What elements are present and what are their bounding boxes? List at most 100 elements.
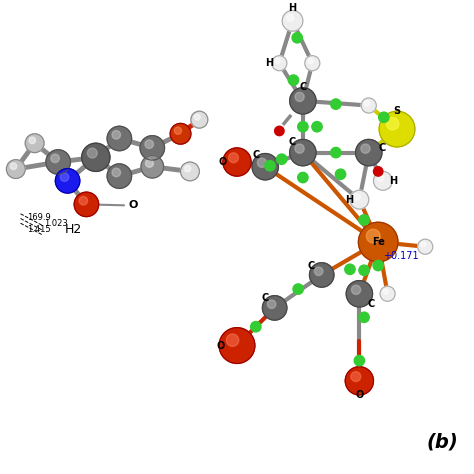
Circle shape [310, 263, 334, 287]
Circle shape [312, 121, 322, 132]
Circle shape [274, 126, 284, 136]
Circle shape [263, 296, 287, 320]
Circle shape [288, 75, 299, 85]
Circle shape [361, 98, 376, 113]
Circle shape [421, 242, 426, 247]
Circle shape [331, 147, 341, 158]
Circle shape [361, 144, 370, 153]
Circle shape [346, 281, 373, 307]
Circle shape [354, 356, 365, 366]
Text: C: C [378, 143, 385, 153]
Text: H: H [345, 195, 353, 205]
Circle shape [29, 137, 36, 144]
Circle shape [356, 139, 382, 166]
Circle shape [282, 10, 303, 31]
Circle shape [140, 136, 164, 160]
Circle shape [170, 123, 191, 144]
Circle shape [295, 92, 304, 101]
Circle shape [112, 130, 120, 139]
Circle shape [350, 190, 369, 209]
Circle shape [305, 55, 320, 71]
Text: H: H [289, 3, 297, 13]
Text: C: C [308, 261, 315, 271]
Circle shape [380, 286, 395, 301]
Circle shape [25, 134, 44, 153]
Circle shape [351, 285, 361, 294]
Circle shape [298, 173, 308, 182]
Circle shape [374, 167, 383, 176]
Circle shape [223, 148, 251, 176]
Circle shape [275, 58, 280, 64]
Circle shape [373, 260, 383, 271]
Circle shape [386, 118, 399, 130]
Circle shape [194, 114, 200, 120]
Circle shape [51, 154, 59, 163]
Text: 1.415: 1.415 [27, 225, 51, 234]
Circle shape [55, 169, 80, 193]
Circle shape [359, 312, 369, 322]
Circle shape [272, 55, 287, 71]
Circle shape [366, 229, 380, 243]
Text: 1.023: 1.023 [44, 219, 68, 228]
Circle shape [418, 239, 433, 254]
Circle shape [46, 150, 71, 174]
Circle shape [252, 154, 278, 180]
Text: O: O [217, 340, 225, 351]
Circle shape [295, 144, 304, 153]
Text: H: H [389, 176, 397, 186]
Circle shape [228, 153, 238, 163]
Circle shape [79, 196, 88, 205]
Circle shape [267, 300, 276, 309]
Circle shape [74, 192, 99, 217]
Text: C: C [299, 82, 307, 91]
Circle shape [10, 163, 17, 170]
Text: S: S [393, 106, 401, 116]
Circle shape [379, 111, 415, 147]
Circle shape [226, 334, 239, 346]
Circle shape [308, 58, 313, 64]
Text: H: H [265, 58, 273, 68]
Circle shape [286, 14, 293, 21]
Text: C: C [252, 150, 259, 160]
Circle shape [107, 126, 132, 151]
Circle shape [219, 328, 255, 364]
Circle shape [351, 372, 361, 382]
Circle shape [290, 88, 316, 114]
Circle shape [290, 139, 316, 166]
Circle shape [191, 111, 208, 128]
Text: C: C [262, 292, 269, 302]
Circle shape [174, 127, 182, 134]
Circle shape [354, 193, 360, 200]
Circle shape [345, 367, 374, 395]
Circle shape [336, 169, 346, 180]
Circle shape [292, 33, 302, 43]
Text: O: O [355, 390, 364, 400]
Text: C: C [289, 137, 296, 147]
Circle shape [383, 289, 388, 294]
Text: +0.171: +0.171 [383, 251, 419, 261]
Circle shape [181, 162, 200, 181]
Text: C: C [367, 299, 375, 309]
Circle shape [141, 155, 164, 178]
Circle shape [146, 159, 154, 167]
Circle shape [377, 175, 384, 182]
Circle shape [379, 112, 389, 122]
Circle shape [7, 160, 25, 179]
Circle shape [82, 143, 110, 172]
Circle shape [359, 215, 369, 225]
Text: O: O [129, 201, 138, 210]
Circle shape [374, 172, 392, 190]
Circle shape [364, 100, 370, 106]
Text: O: O [219, 157, 227, 167]
Circle shape [60, 173, 69, 182]
Circle shape [314, 267, 323, 275]
Text: 169.9: 169.9 [27, 212, 51, 221]
Circle shape [184, 165, 191, 172]
Text: H2: H2 [65, 223, 82, 236]
Circle shape [293, 284, 303, 294]
Circle shape [107, 164, 132, 188]
Circle shape [331, 99, 341, 109]
Circle shape [145, 140, 154, 148]
Circle shape [359, 265, 369, 275]
Circle shape [87, 148, 97, 158]
